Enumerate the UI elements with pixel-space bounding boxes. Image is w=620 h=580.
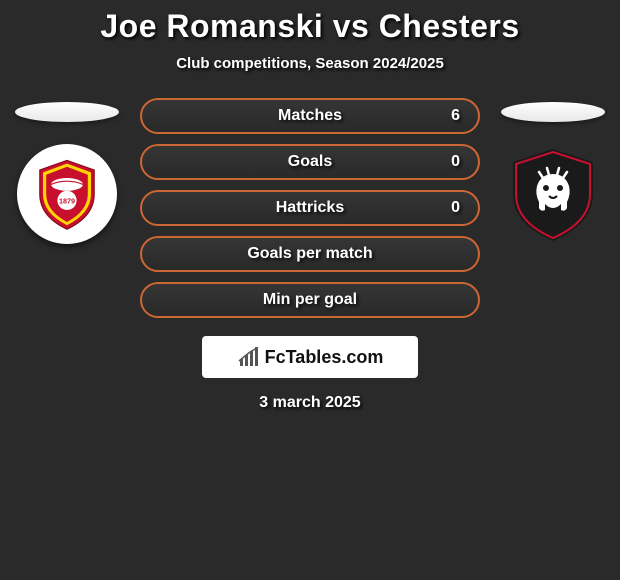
stat-label: Min per goal xyxy=(263,291,357,309)
stat-label: Goals per match xyxy=(247,245,372,263)
right-score-pill xyxy=(501,102,605,122)
left-score-pill xyxy=(15,102,119,122)
page-title: Joe Romanski vs Chesters xyxy=(0,8,620,45)
stat-label: Goals xyxy=(288,153,332,171)
comparison-row: 1879 Matches 6 Goals 0 Hattricks 0 Goals… xyxy=(0,92,620,318)
stat-value: 0 xyxy=(451,153,460,171)
right-player-col xyxy=(498,92,608,244)
stat-goals: Goals 0 xyxy=(140,144,480,180)
stat-matches: Matches 6 xyxy=(140,98,480,134)
right-team-logo xyxy=(503,144,603,244)
stat-label: Hattricks xyxy=(276,199,344,217)
svg-text:1879: 1879 xyxy=(59,197,75,206)
salford-crest-icon xyxy=(503,144,603,244)
stats-column: Matches 6 Goals 0 Hattricks 0 Goals per … xyxy=(140,92,480,318)
stat-label: Matches xyxy=(278,107,342,125)
swindon-crest-icon: 1879 xyxy=(27,154,107,234)
subtitle: Club competitions, Season 2024/2025 xyxy=(0,55,620,72)
brand-logo[interactable]: FcTables.com xyxy=(202,336,418,378)
chart-icon xyxy=(237,345,261,369)
stat-goals-per-match: Goals per match xyxy=(140,236,480,272)
brand-text: FcTables.com xyxy=(265,347,384,368)
stat-hattricks: Hattricks 0 xyxy=(140,190,480,226)
stat-value: 0 xyxy=(451,199,460,217)
stat-min-per-goal: Min per goal xyxy=(140,282,480,318)
left-team-logo: 1879 xyxy=(17,144,117,244)
date-label: 3 march 2025 xyxy=(0,394,620,412)
stat-value: 6 xyxy=(451,107,460,125)
left-player-col: 1879 xyxy=(12,92,122,244)
